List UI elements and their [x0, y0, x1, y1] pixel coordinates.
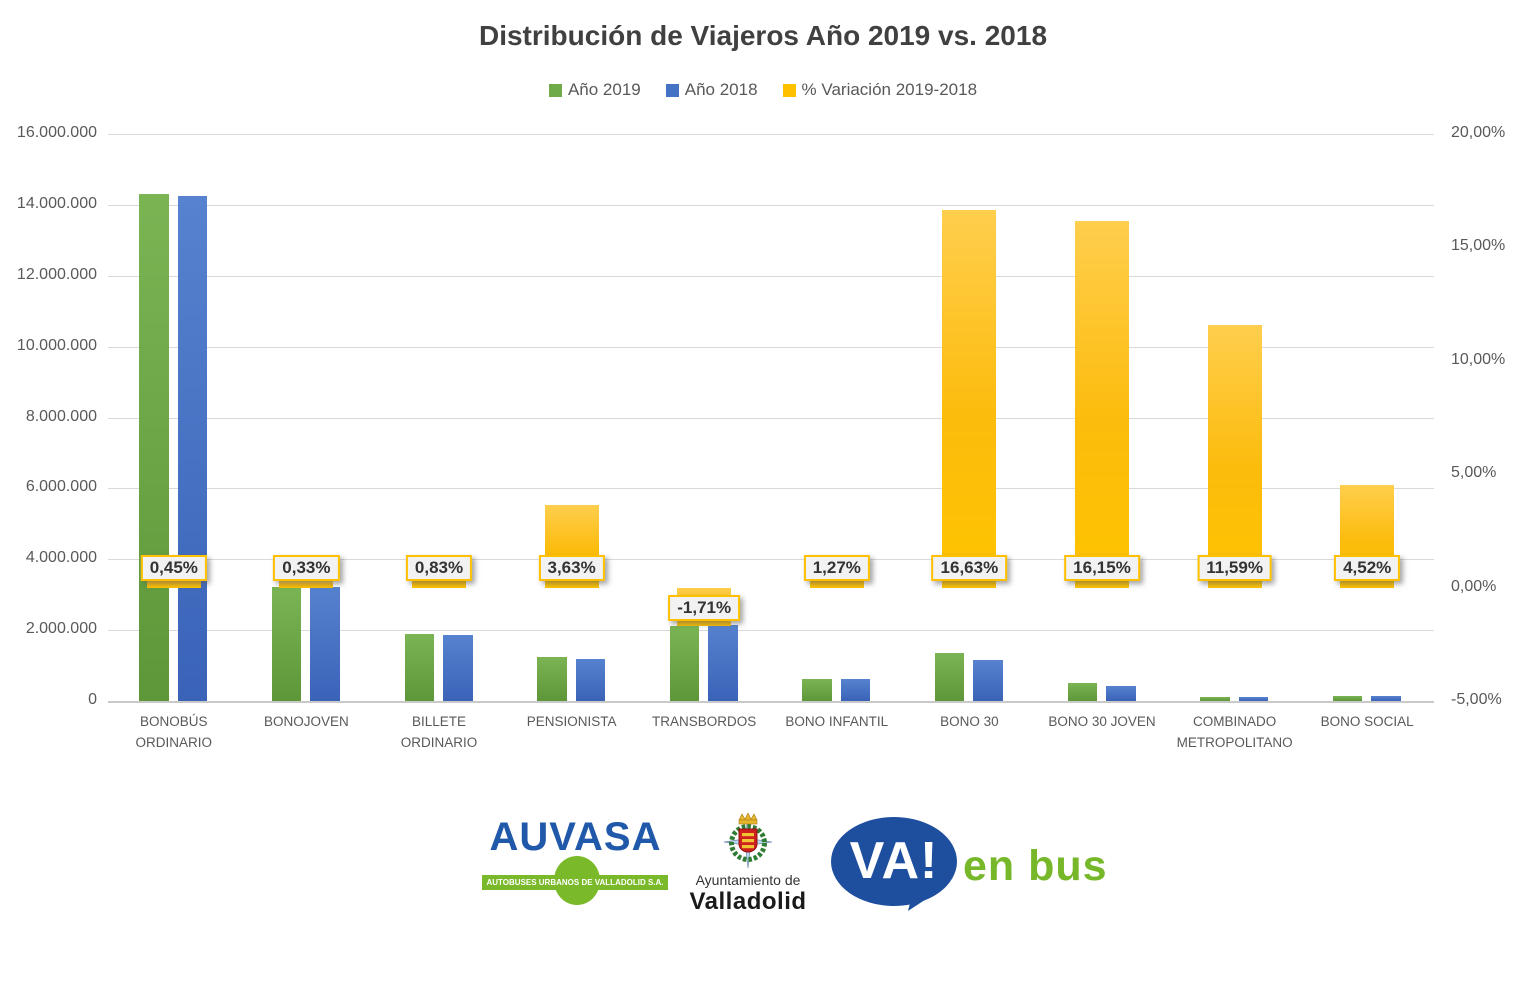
gridline	[107, 346, 1434, 348]
bar-ano-2018	[1106, 685, 1136, 701]
bar-ano-2019	[802, 678, 832, 701]
ayuntamiento-logo: Ayuntamiento de Valladolid	[675, 808, 821, 916]
category-label: BONOBÚS ORDINARIO	[135, 714, 213, 750]
bar-ano-2019	[1200, 696, 1230, 701]
gridline	[107, 417, 1434, 419]
y-axis-label-right: 5,00%	[1451, 464, 1497, 482]
variation-label: 0,45%	[140, 554, 207, 581]
bar-ano-2018	[1371, 696, 1401, 701]
auvasa-tagline: AUTOBUSES URBANOS DE VALLADOLID S.A.	[482, 875, 668, 890]
en-bus-text: en bus	[963, 842, 1108, 890]
legend-item-2018: Año 2018	[665, 80, 758, 100]
y-axis-label-right: 0,00%	[1451, 577, 1497, 595]
category-label: TRANSBORDOS	[652, 714, 757, 729]
legend-label-2018: Año 2018	[684, 80, 758, 99]
legend-label-2019: Año 2019	[567, 80, 641, 99]
variation-label: 16,15%	[1064, 554, 1140, 581]
category-label: BONO 30	[940, 714, 999, 729]
speech-bubble-tail-icon	[908, 884, 943, 911]
gridline	[107, 559, 1434, 561]
bar-ano-2019	[1067, 682, 1097, 701]
bar-ano-2018	[177, 196, 208, 701]
bar-variation	[942, 210, 997, 588]
bar-ano-2018	[1238, 697, 1269, 701]
bar-ano-2019	[934, 653, 965, 701]
category-label: BONO SOCIAL	[1320, 714, 1414, 729]
legend-swatch-variation-icon	[782, 83, 796, 97]
variation-label: 16,63%	[931, 554, 1008, 581]
variation-label: 4,52%	[1334, 554, 1401, 581]
ayuntamiento-text-line1: Ayuntamiento de	[695, 872, 801, 888]
chart-title: Distribución de Viajeros Año 2019 vs. 20…	[478, 20, 1048, 51]
bar-ano-2019	[271, 587, 302, 701]
bar-ano-2019	[139, 193, 169, 701]
bar-ano-2018	[575, 658, 606, 701]
speech-bubble-icon: VA!	[831, 817, 957, 906]
y-axis-label-left: 6.000.000	[25, 478, 97, 496]
y-axis-label-right: -5,00%	[1451, 691, 1502, 708]
auvasa-wordmark: AUVASA	[489, 815, 662, 859]
y-axis-label-left: 4.000.000	[25, 549, 97, 567]
y-axis-label-left: 0	[88, 691, 97, 708]
bar-ano-2018	[708, 624, 738, 701]
y-axis-label-left: 10.000.000	[16, 336, 97, 354]
category-label: BILLETE ORDINARIO	[400, 714, 478, 750]
bar-ano-2019	[404, 633, 434, 701]
auvasa-logo: AUVASA AUTOBUSES URBANOS DE VALLADOLID S…	[478, 812, 673, 917]
variation-label: 3,63%	[538, 554, 605, 581]
y-axis-label-right: 10,00%	[1451, 350, 1506, 368]
category-label: BONO INFANTIL	[785, 714, 889, 729]
y-axis-label-left: 2.000.000	[25, 620, 97, 638]
bar-ano-2019	[1332, 696, 1363, 701]
va-en-bus-logo: VA! en bus	[828, 814, 1128, 924]
legend: Año 2019 Año 2018 % Variación 2019-2018	[0, 80, 1526, 100]
gridline	[107, 630, 1434, 632]
gridline	[107, 204, 1434, 206]
gridline	[107, 701, 1434, 703]
category-label: COMBINADO METROPOLITANO	[1176, 714, 1293, 750]
bar-ano-2018	[443, 634, 473, 701]
variation-label: 0,83%	[405, 554, 473, 581]
category-label: BONO 30 JOVEN	[1048, 714, 1156, 729]
gridline	[107, 275, 1434, 277]
category-label: PENSIONISTA	[526, 714, 617, 729]
bar-variation	[1207, 324, 1262, 588]
gridline	[107, 134, 1434, 135]
legend-label-variation: % Variación 2019-2018	[801, 80, 978, 99]
bar-ano-2019	[537, 657, 567, 701]
bar-ano-2019	[669, 626, 700, 701]
legend-swatch-2018-icon	[665, 83, 679, 97]
legend-item-2019: Año 2019	[548, 80, 641, 100]
bar-ano-2018	[310, 587, 340, 701]
variation-label: 1,27%	[803, 554, 870, 581]
valladolid-crest-icon	[723, 812, 773, 869]
va-text: VA!	[849, 831, 939, 890]
gridline	[107, 488, 1434, 490]
bar-variation	[279, 580, 334, 588]
y-axis-label-left: 16.000.000	[16, 124, 97, 141]
y-axis-label-right: 20,00%	[1451, 124, 1506, 141]
bar-ano-2018	[973, 659, 1003, 701]
y-axis-label-left: 8.000.000	[25, 407, 97, 425]
y-axis-label-right: 15,00%	[1451, 237, 1506, 255]
y-axis-label-left: 14.000.000	[16, 194, 97, 212]
variation-label: -1,71%	[668, 594, 741, 621]
variation-label: 11,59%	[1197, 554, 1272, 581]
ayuntamiento-text-line2: Valladolid	[689, 888, 807, 915]
legend-swatch-2019-icon	[548, 83, 562, 97]
y-axis-label-left: 12.000.000	[16, 265, 97, 283]
variation-label: 0,33%	[273, 554, 340, 581]
bar-variation	[1075, 221, 1129, 588]
category-label: BONOJOVEN	[264, 714, 349, 729]
legend-item-variation: % Variación 2019-2018	[782, 80, 978, 100]
bar-variation	[146, 577, 201, 588]
bar-ano-2018	[840, 679, 871, 701]
